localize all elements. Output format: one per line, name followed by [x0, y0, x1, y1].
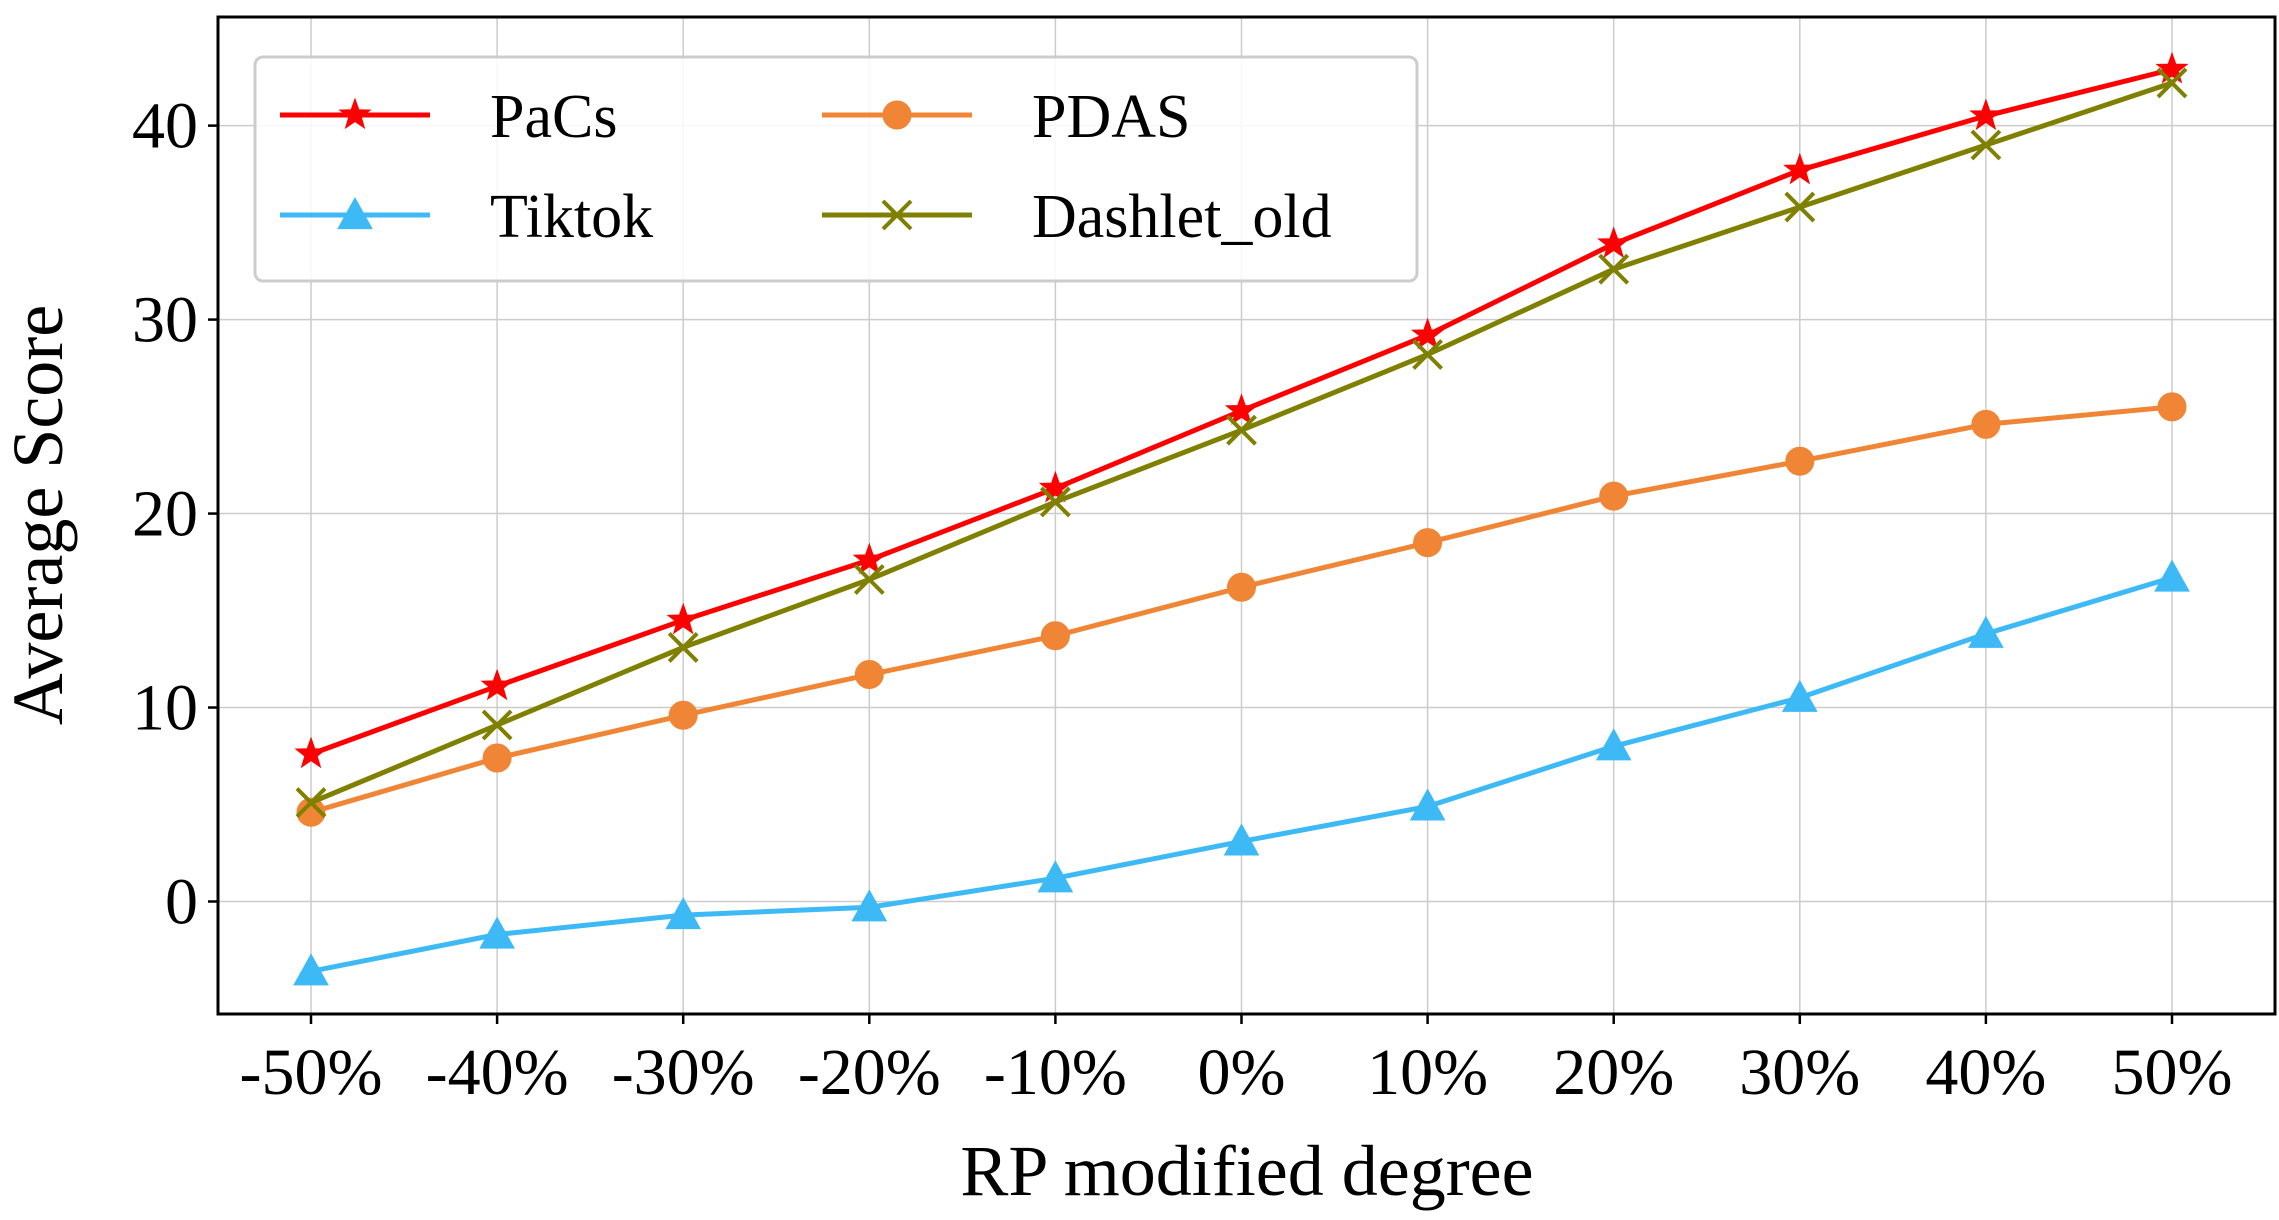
- data-point: [482, 743, 512, 773]
- data-point: [1226, 414, 1257, 446]
- series-dashlet-old: [295, 67, 2188, 818]
- data-point: [294, 736, 328, 769]
- data-point: [295, 787, 327, 818]
- data-point: [1783, 152, 1817, 185]
- y-tick-label: 20: [132, 478, 198, 551]
- y-tick-label: 10: [132, 672, 198, 745]
- legend: PaCs Tiktok PDAS Dashlet_old: [253, 55, 1419, 283]
- data-point: [1413, 528, 1443, 558]
- legend-marker: [338, 97, 372, 130]
- data-point: [667, 631, 699, 663]
- x-tick-label: 10%: [1367, 1036, 1488, 1109]
- x-tick-label: 20%: [1553, 1036, 1674, 1109]
- series-pacs: [294, 51, 2189, 769]
- data-point: [1412, 339, 1444, 370]
- y-tick-label: 0: [165, 865, 198, 938]
- data-point: [1227, 572, 1256, 602]
- data-point: [1968, 615, 2004, 648]
- data-point: [296, 797, 326, 827]
- x-tick-label: 50%: [2112, 1036, 2233, 1109]
- data-point: [852, 542, 886, 575]
- data-point: [1970, 129, 2002, 161]
- data-point: [853, 564, 885, 595]
- data-point: [668, 700, 698, 730]
- data-point: [1410, 317, 1445, 350]
- data-point: [851, 889, 888, 922]
- data-point: [479, 916, 515, 949]
- x-tick-label: -50%: [240, 1036, 383, 1109]
- data-point: [2157, 392, 2187, 422]
- plot-frame: [216, 15, 2277, 1016]
- x-tick-label: -10%: [984, 1036, 1127, 1109]
- data-point: [1040, 621, 1070, 651]
- data-point: [854, 660, 884, 690]
- y-tick-label: 40: [132, 90, 198, 163]
- data-point: [1597, 226, 1631, 259]
- x-tick-label: 40%: [1925, 1036, 2046, 1109]
- legend-label: Dashlet_old: [1032, 183, 1332, 251]
- data-point: [293, 953, 329, 986]
- data-point: [1785, 446, 1815, 476]
- data-point: [1599, 481, 1629, 511]
- legend-label: PaCs: [490, 83, 617, 151]
- legend-label: PDAS: [1032, 83, 1191, 151]
- data-point: [481, 709, 513, 741]
- y-tick-label: 30: [132, 284, 198, 357]
- data-point: [666, 602, 700, 635]
- data-point: [1409, 788, 1446, 821]
- x-tick-label: -40%: [426, 1036, 569, 1109]
- data-point: [1598, 253, 1630, 285]
- data-point: [1971, 409, 2001, 439]
- x-axis-title: RP modified degree: [960, 1131, 1533, 1211]
- data-point: [2154, 559, 2190, 592]
- data-point: [1595, 728, 1632, 761]
- data-point: [1223, 823, 1260, 856]
- legend-marker: [881, 199, 913, 231]
- data-point: [1037, 860, 1074, 893]
- data-point: [1781, 679, 1818, 712]
- legend-marker: [337, 196, 373, 230]
- series-pdas: [296, 392, 2187, 827]
- x-tick-label: -20%: [798, 1036, 941, 1109]
- data-point: [2155, 51, 2189, 84]
- data-point: [1224, 393, 1259, 425]
- data-point: [1784, 191, 1816, 223]
- x-tick-label: 0%: [1198, 1036, 1286, 1109]
- legend-entry: PaCs: [280, 83, 617, 151]
- legend-label: Tiktok: [490, 183, 653, 251]
- data-point: [2156, 67, 2188, 99]
- legend-entry: Dashlet_old: [822, 183, 1332, 251]
- series-layer: [293, 51, 2190, 986]
- x-tick-label: 30%: [1739, 1036, 1860, 1109]
- legend-entry: PDAS: [822, 83, 1191, 151]
- legend-entry: Tiktok: [280, 183, 653, 251]
- data-point: [1039, 486, 1071, 518]
- axis-ticks: -50% -40% -30% -20% -10% 0% 10% 20% 30% 40% 50% 0 10…: [132, 90, 2232, 1109]
- x-tick-label: -30%: [612, 1036, 755, 1109]
- data-point: [480, 668, 514, 701]
- legend-marker: [882, 100, 912, 130]
- data-point: [1969, 98, 2003, 131]
- data-point: [1038, 470, 1073, 503]
- legend-box: [253, 55, 1419, 283]
- data-point: [665, 897, 702, 930]
- y-axis-title: Average Score: [0, 305, 78, 725]
- series-tiktok: [293, 559, 2190, 986]
